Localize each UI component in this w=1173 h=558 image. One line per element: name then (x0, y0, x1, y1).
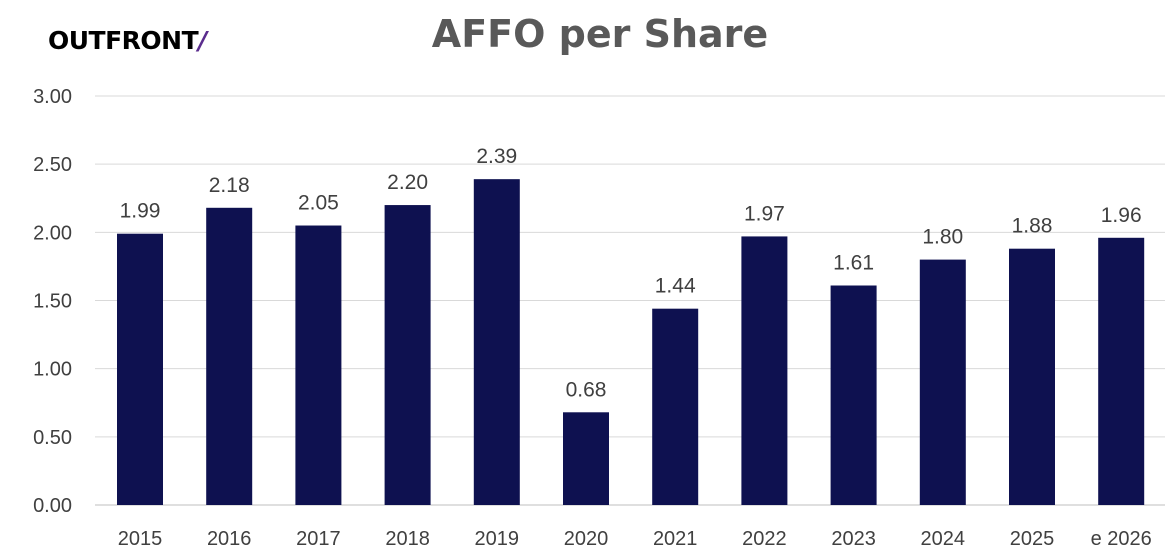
x-tick-label: 2021 (653, 528, 698, 550)
y-tick-label: 2.00 (33, 222, 72, 244)
data-label: 1.80 (922, 226, 963, 249)
data-label: 1.97 (744, 202, 785, 225)
bar (384, 205, 431, 506)
x-tick-label: 2020 (564, 528, 609, 550)
y-tick-label: 2.50 (33, 154, 72, 176)
data-label: 1.99 (120, 200, 161, 223)
x-tick-label: 2022 (742, 528, 787, 550)
bar (295, 225, 342, 505)
bar (830, 285, 877, 505)
chart-title: AFFO per Share (431, 12, 769, 56)
x-tick-label: 2016 (207, 528, 252, 550)
data-label: 1.96 (1101, 204, 1142, 227)
bar (1009, 248, 1055, 505)
outfront-logo: OUTFRONT/ (48, 26, 207, 55)
y-tick-label: 3.00 (33, 86, 72, 108)
bar (741, 236, 788, 505)
data-label: 2.18 (209, 174, 250, 197)
data-label: 1.61 (833, 252, 874, 275)
logo-text: OUTFRONT (48, 26, 199, 55)
x-tick-label: 2015 (118, 528, 163, 550)
logo-slash-mark: / (198, 26, 207, 55)
x-tick-label: 2023 (831, 528, 876, 550)
bar (206, 207, 253, 505)
data-label: 1.88 (1012, 215, 1053, 238)
data-label: 2.20 (387, 171, 428, 194)
data-label: 1.44 (655, 275, 696, 298)
y-tick-label: 0.50 (33, 427, 72, 449)
x-tick-label: 2024 (921, 528, 966, 550)
y-tick-label: 1.50 (33, 291, 72, 313)
bar (563, 412, 609, 505)
x-tick-label: 2025 (1010, 528, 1055, 550)
bar (1098, 237, 1145, 505)
y-tick-label: 1.00 (33, 359, 72, 381)
data-label: 0.68 (566, 378, 607, 401)
bar (473, 179, 520, 505)
data-label: 2.05 (298, 192, 339, 215)
y-tick-label: 0.00 (33, 495, 72, 517)
x-tick-label: 2018 (385, 528, 430, 550)
x-tick-label: 2017 (296, 528, 341, 550)
x-tick-label: e 2026 (1091, 528, 1152, 550)
bar (919, 259, 966, 505)
x-tick-label: 2019 (475, 528, 520, 550)
data-label: 2.39 (476, 145, 517, 168)
bar (652, 308, 699, 505)
bar (117, 233, 163, 506)
